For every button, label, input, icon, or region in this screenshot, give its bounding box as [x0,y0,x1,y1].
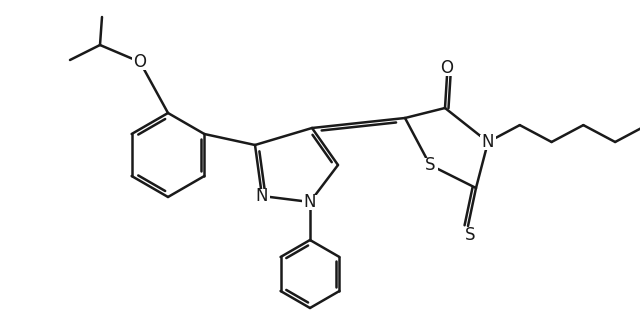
Text: N: N [256,187,268,205]
Text: N: N [304,193,316,211]
Bar [439,61,455,76]
Text: S: S [465,226,476,244]
Bar [462,227,478,242]
Bar [132,55,148,70]
Text: O: O [134,53,147,71]
Bar [422,158,438,172]
Text: N: N [482,133,494,151]
Bar [302,194,318,209]
Text: S: S [425,156,435,174]
Bar [480,135,496,150]
Text: O: O [440,59,454,77]
Bar [254,188,270,203]
